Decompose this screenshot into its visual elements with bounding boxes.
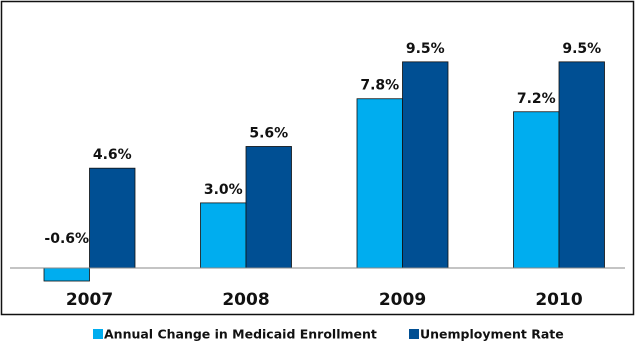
x-tick-2007: 2007 (66, 290, 113, 310)
legend-label-unemployment: Unemployment Rate (420, 327, 564, 342)
data-label-unemployment-2009: 9.5% (406, 41, 445, 57)
bar-medicaid-2008 (200, 202, 247, 269)
bar-unemployment-2007 (89, 167, 136, 269)
legend: Annual Change in Medicaid Enrollment Une… (93, 327, 564, 342)
data-label-unemployment-2010: 9.5% (562, 41, 601, 57)
x-tick-2008: 2008 (222, 290, 269, 310)
bar-medicaid-2007 (43, 267, 90, 282)
legend-swatch-medicaid (93, 329, 103, 339)
data-label-unemployment-2008: 5.6% (249, 125, 288, 141)
data-label-unemployment-2007: 4.6% (93, 147, 132, 163)
legend-swatch-unemployment (409, 329, 419, 339)
x-tick-2010: 2010 (535, 290, 582, 310)
legend-label-medicaid: Annual Change in Medicaid Enrollment (104, 327, 377, 342)
x-tick-2009: 2009 (379, 290, 426, 310)
data-label-medicaid-2010: 7.2% (517, 91, 556, 107)
data-label-medicaid-2007: -0.6% (44, 231, 89, 247)
bar-unemployment-2009 (402, 61, 449, 269)
bars-group: -0.6% 4.6% 3.0% 5.6% 7.8% 9.5% 7.2% 9.5% (43, 41, 605, 282)
bar-unemployment-2010 (558, 61, 605, 269)
bar-unemployment-2008 (245, 146, 292, 269)
bar-medicaid-2010 (513, 111, 560, 269)
bar-medicaid-2009 (356, 98, 403, 269)
data-label-medicaid-2008: 3.0% (204, 182, 243, 198)
plot-border (0, 0, 635, 316)
x-axis-ticks: 2007 2008 2009 2010 (66, 290, 583, 310)
data-label-medicaid-2009: 7.8% (360, 78, 399, 94)
